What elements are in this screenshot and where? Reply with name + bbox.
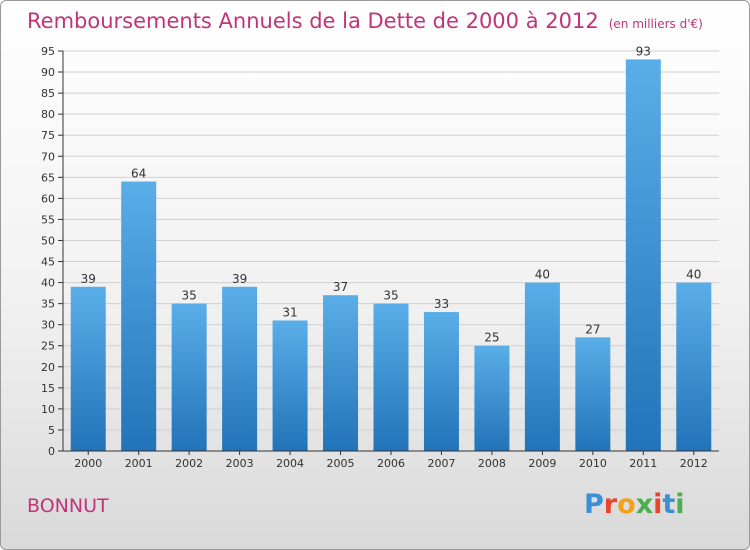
- y-tick-label: 90: [41, 66, 55, 79]
- bar-value-label: 40: [535, 268, 550, 282]
- bar: [171, 303, 207, 451]
- logo-letter: t: [662, 489, 676, 520]
- x-tick-label: 2004: [276, 457, 304, 470]
- y-tick-label: 5: [48, 424, 55, 437]
- y-tick-label: 45: [41, 256, 55, 269]
- bar-value-label: 37: [333, 280, 348, 294]
- commune-name: BONNUT: [27, 495, 109, 517]
- bar-value-label: 93: [636, 44, 651, 58]
- y-tick-label: 25: [41, 340, 55, 353]
- bar-value-label: 31: [282, 305, 297, 319]
- logo-letter: i: [675, 489, 685, 520]
- y-axis: 0 5 10 15 20 25 30 35 40 45 50 55 60 65 70 75 80 85 90 95: [41, 45, 64, 458]
- proxiti-logo[interactable]: Proxiti: [584, 489, 685, 520]
- y-tick-label: 80: [41, 108, 55, 121]
- y-tick-label: 85: [41, 87, 55, 100]
- logo-letter: r: [603, 489, 618, 520]
- x-tick-label: 2010: [579, 457, 607, 470]
- y-tick-label: 30: [41, 319, 55, 332]
- chart-unit: (en milliers d'€): [608, 17, 703, 31]
- bar-value-label: 35: [182, 289, 197, 303]
- bar: [323, 295, 359, 451]
- bar: [625, 59, 661, 451]
- y-tick-label: 55: [41, 213, 55, 226]
- title-row: Remboursements Annuels de la Dette de 20…: [27, 9, 703, 33]
- bar: [423, 312, 459, 451]
- x-tick-label: 2007: [427, 457, 455, 470]
- y-tick-label: 50: [41, 234, 55, 247]
- x-tick-label: 2002: [175, 457, 203, 470]
- logo-letter: o: [617, 489, 636, 520]
- bars: 39 64 35 39 31 37 35 33 25 40 27 93 40: [70, 44, 712, 452]
- y-tick-label: 75: [41, 129, 55, 142]
- bar: [70, 286, 106, 451]
- bar-value-label: 39: [81, 272, 96, 286]
- y-tick-label: 95: [41, 45, 55, 58]
- bar: [474, 345, 510, 451]
- logo-letter: P: [584, 489, 604, 520]
- y-tick-label: 35: [41, 298, 55, 311]
- x-tick-label: 2003: [226, 457, 254, 470]
- x-tick-label: 2006: [377, 457, 405, 470]
- y-tick-label: 15: [41, 382, 55, 395]
- bar-value-label: 25: [484, 331, 499, 345]
- bar-value-label: 27: [585, 322, 600, 336]
- bar: [222, 286, 258, 451]
- logo-letter: x: [635, 489, 654, 520]
- bar: [676, 282, 712, 451]
- x-tick-label: 2011: [629, 457, 657, 470]
- bar: [272, 320, 308, 451]
- x-tick-label: 2008: [478, 457, 506, 470]
- x-tick-label: 2005: [327, 457, 355, 470]
- logo-letter: i: [653, 489, 663, 520]
- x-tick-label: 2001: [125, 457, 153, 470]
- bar: [575, 337, 611, 451]
- bar-value-label: 39: [232, 272, 247, 286]
- x-tick-label: 2012: [680, 457, 708, 470]
- bar-value-label: 40: [686, 268, 701, 282]
- y-tick-label: 40: [41, 277, 55, 290]
- bar-value-label: 64: [131, 167, 146, 181]
- y-tick-label: 0: [48, 445, 55, 458]
- y-tick-label: 20: [41, 361, 55, 374]
- bar: [373, 303, 409, 451]
- y-tick-label: 10: [41, 403, 55, 416]
- bar-value-label: 35: [383, 289, 398, 303]
- x-axis: 2000 2001 2002 2003 2004 2005 2006 2007 2008 2009…: [63, 450, 719, 470]
- chart-title: Remboursements Annuels de la Dette de 20…: [27, 9, 599, 33]
- bar: [524, 282, 560, 451]
- y-tick-label: 70: [41, 150, 55, 163]
- x-tick-label: 2009: [528, 457, 556, 470]
- y-tick-label: 60: [41, 192, 55, 205]
- x-tick-label: 2000: [74, 457, 102, 470]
- bar-value-label: 33: [434, 297, 449, 311]
- bar: [121, 181, 157, 452]
- y-tick-label: 65: [41, 171, 55, 184]
